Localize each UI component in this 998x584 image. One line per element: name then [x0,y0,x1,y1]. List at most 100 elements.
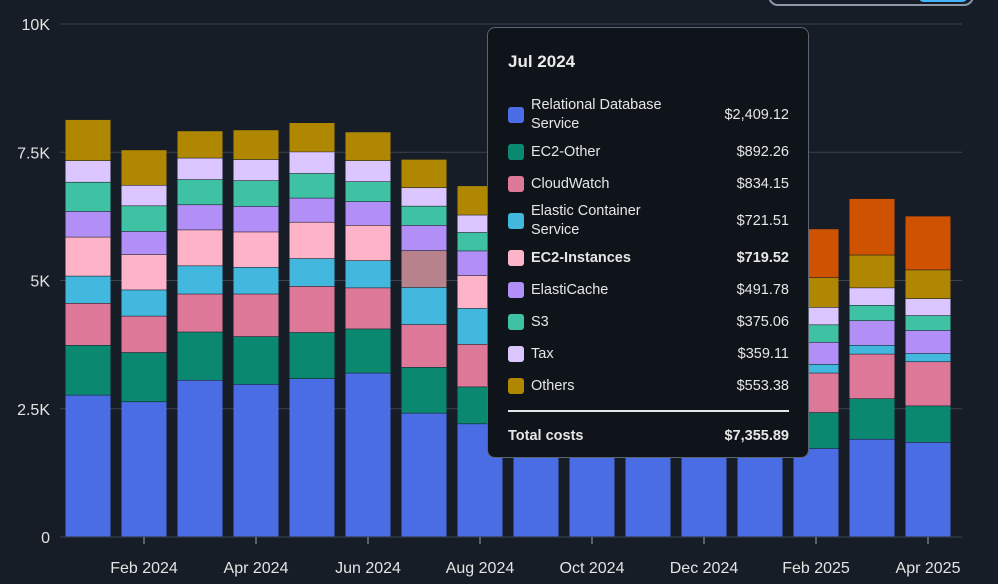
bar-segment[interactable] [289,173,335,198]
bar-segment[interactable] [121,352,167,402]
bar-segment[interactable] [849,321,895,346]
tooltip-row-label: Elastic Container Service [531,203,641,238]
bar-segment[interactable] [849,198,895,255]
bar-segment[interactable] [177,230,223,266]
bar-segment[interactable] [233,159,279,181]
bar-segment[interactable] [849,305,895,321]
bar-segment[interactable] [289,332,335,379]
bar-segment[interactable] [233,336,279,385]
bar-segment[interactable] [65,211,111,237]
bar-segment[interactable] [345,160,391,182]
bar-segment[interactable] [905,315,951,331]
bar-segment[interactable] [177,131,223,158]
bar-segment[interactable] [121,402,167,537]
bar-segment[interactable] [65,395,111,537]
bar-segment[interactable] [65,119,111,161]
tooltip-title: Jul 2024 [508,52,576,71]
bar-segment[interactable] [345,132,391,161]
bar-segment[interactable] [849,439,895,537]
tooltip-row-key: Others [508,377,575,396]
bar-segment[interactable] [401,188,447,206]
legend-swatch [508,107,524,123]
bar-segment[interactable] [121,185,167,206]
bar-segment[interactable] [233,384,279,537]
tooltip-row-label: Others [531,377,575,394]
bar-segment[interactable] [177,205,223,230]
tooltip-row: EC2-Other $892.26 [508,136,789,168]
bar-segment[interactable] [905,442,951,537]
bar-segment[interactable] [177,294,223,332]
bar-segment[interactable] [177,179,223,205]
bar-segment[interactable] [345,225,391,261]
bar-segment[interactable] [345,261,391,288]
bar-segment[interactable] [65,345,111,395]
bar-segment[interactable] [289,152,335,174]
bar-segment[interactable] [345,329,391,373]
chart-toggle-control[interactable] [768,0,974,6]
bar-segment[interactable] [233,232,279,268]
bar-segment[interactable] [65,182,111,212]
bar-segment[interactable] [905,330,951,354]
tooltip-row-key: EC2-Other [508,143,600,162]
bar-segment[interactable] [289,378,335,537]
bar-segment[interactable] [121,206,167,232]
legend-swatch [508,314,524,330]
x-tick-label: Oct 2024 [560,560,625,577]
bar-segment[interactable] [233,206,279,232]
tooltip-row-label: EC2-Other [531,143,601,160]
bar-segment[interactable] [345,182,391,202]
bar-segment[interactable] [905,362,951,406]
bar-segment[interactable] [905,270,951,299]
bar-segment[interactable] [65,237,111,276]
bar-segment[interactable] [289,198,335,222]
bar-segment[interactable] [401,225,447,251]
tooltip-row-label: ElastiCache [531,281,609,298]
bar-segment[interactable] [849,354,895,399]
legend-swatch [508,176,524,192]
bar-segment[interactable] [65,303,111,346]
bar-segment[interactable] [401,413,447,537]
toggle-active-pill[interactable] [918,0,968,2]
bar-segment[interactable] [401,367,447,413]
bar-segment[interactable] [289,222,335,259]
bar-segment[interactable] [233,267,279,294]
bar-segment[interactable] [793,364,839,373]
bar-segment[interactable] [401,250,447,288]
bar-segment[interactable] [849,288,895,306]
bar-segment[interactable] [849,345,895,354]
bar-segment[interactable] [345,202,391,226]
bar-segment[interactable] [905,298,951,316]
x-axis-ticks: Feb 2024 Apr 2024 Jun 2024 Aug 2024 Oct 2024… [110,537,961,577]
bar-segment[interactable] [177,266,223,294]
bar-segment[interactable] [121,254,167,290]
bar-segment[interactable] [121,231,167,255]
bar-segment[interactable] [345,373,391,537]
bar-segment[interactable] [289,123,335,152]
bar-segment[interactable] [289,258,335,287]
bar-segment[interactable] [401,324,447,368]
bar-segment[interactable] [233,294,279,337]
bar-segment[interactable] [177,380,223,537]
bar-segment[interactable] [905,353,951,362]
bar-segment[interactable] [177,158,223,180]
bar-segment[interactable] [905,406,951,443]
tooltip-popover: Jul 2024 Relational Database Service $2,4… [487,27,809,458]
bar-segment[interactable] [345,288,391,329]
bar-segment[interactable] [401,159,447,188]
bar-segment[interactable] [233,180,279,207]
bar-segment[interactable] [401,206,447,226]
bar-segment[interactable] [177,332,223,380]
bar-segment[interactable] [905,216,951,270]
bar-segment[interactable] [121,316,167,353]
bar-segment[interactable] [793,448,839,537]
bar-segment[interactable] [401,287,447,325]
bar-segment[interactable] [65,160,111,182]
legend-swatch [508,282,524,298]
bar-segment[interactable] [121,150,167,185]
bar-segment[interactable] [849,399,895,439]
bar-segment[interactable] [289,286,335,333]
bar-segment[interactable] [849,255,895,288]
bar-segment[interactable] [65,276,111,303]
bar-segment[interactable] [233,130,279,160]
bar-segment[interactable] [121,290,167,316]
